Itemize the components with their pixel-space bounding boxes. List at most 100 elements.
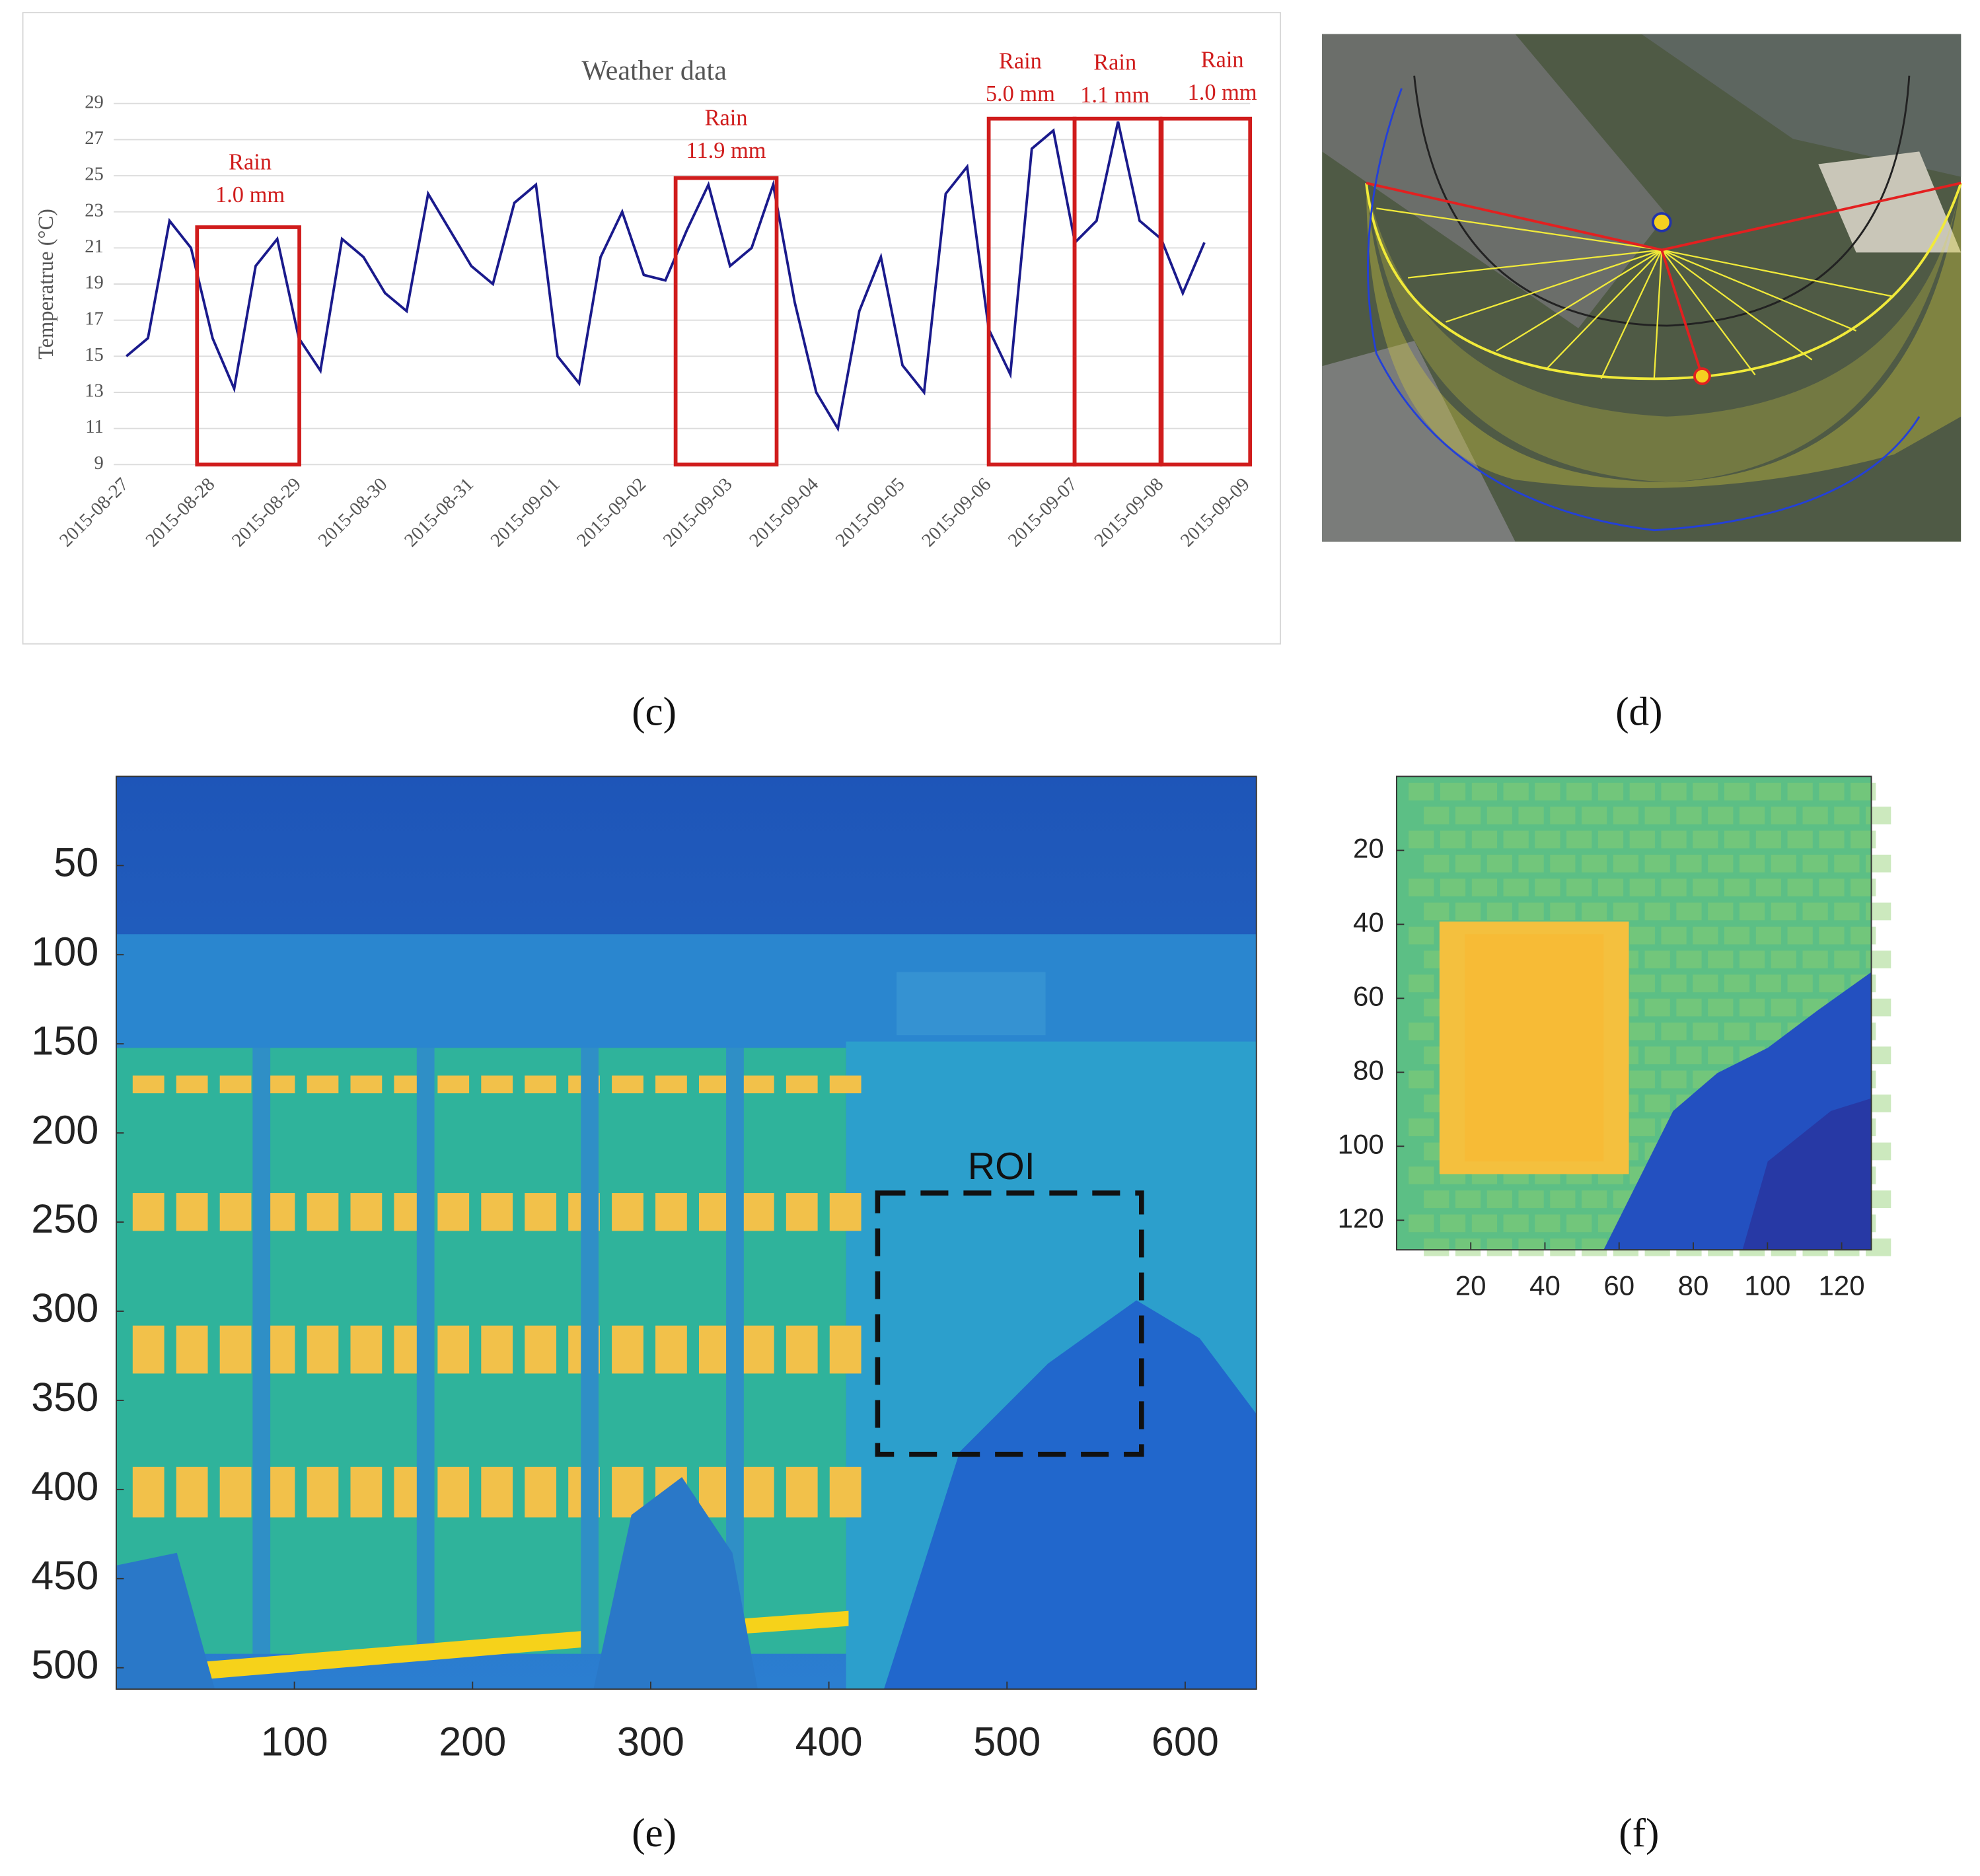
thermal-image — [116, 776, 1257, 1690]
brick — [1771, 807, 1796, 824]
window — [481, 1193, 513, 1231]
brick — [1724, 1023, 1750, 1040]
brick — [1693, 782, 1718, 801]
window — [742, 1193, 774, 1231]
chart-title: Weather data — [581, 55, 727, 86]
y-tick-label: 250 — [31, 1196, 98, 1241]
brick — [1819, 782, 1845, 801]
panel-label: (c) — [632, 690, 677, 735]
brick — [1708, 998, 1734, 1017]
brick — [1582, 1238, 1607, 1256]
plot-frame — [1395, 776, 1872, 1251]
brick — [1409, 830, 1434, 849]
rain-label: Rain — [1093, 50, 1136, 75]
window — [698, 1466, 731, 1518]
window — [525, 1325, 557, 1374]
brick — [1550, 902, 1576, 921]
brick — [1834, 854, 1860, 873]
y-tick-label: 80 — [1353, 1054, 1384, 1085]
brick — [1644, 807, 1670, 824]
window — [481, 1325, 513, 1374]
brick — [1693, 974, 1718, 993]
brick — [1582, 807, 1607, 824]
brick — [1693, 879, 1718, 896]
thermal-image — [1396, 776, 1891, 1256]
rain-label: Rain — [999, 48, 1042, 73]
brick — [1409, 1118, 1434, 1137]
brick — [1644, 998, 1670, 1017]
brick — [1644, 951, 1670, 968]
brick — [1629, 1070, 1655, 1089]
y-tick-label: 9 — [94, 452, 104, 474]
brick — [1471, 1214, 1497, 1233]
y-tick-label: 15 — [85, 344, 104, 365]
brick — [1771, 998, 1796, 1017]
brick — [1518, 902, 1544, 921]
brick — [1566, 1214, 1592, 1233]
y-tick-label: 27 — [85, 127, 104, 149]
x-tick-label: 20 — [1455, 1270, 1486, 1301]
brick — [1739, 854, 1765, 873]
brick — [1724, 879, 1750, 896]
x-tick-label: 100 — [261, 1719, 328, 1764]
brick — [1550, 807, 1576, 824]
brick — [1440, 782, 1466, 801]
brick — [1644, 1046, 1670, 1065]
brick — [1629, 974, 1655, 993]
brick — [1440, 830, 1466, 849]
brick — [1693, 830, 1718, 849]
y-axis-label: Temperatrue (°C) — [34, 209, 58, 359]
brick — [1424, 902, 1449, 921]
y-tick-label: 350 — [31, 1375, 98, 1420]
brick — [1802, 951, 1828, 968]
x-tick-label: 60 — [1603, 1270, 1634, 1301]
brick — [1676, 998, 1702, 1017]
y-tick-label: 20 — [1353, 832, 1384, 863]
brick — [1409, 1166, 1434, 1184]
y-tick-label: 21 — [85, 236, 104, 257]
window — [742, 1325, 774, 1374]
brick — [1535, 879, 1560, 896]
brick — [1676, 902, 1702, 921]
y-tick-label: 150 — [31, 1018, 98, 1063]
brick — [1550, 1190, 1576, 1208]
x-tick-label: 120 — [1819, 1270, 1865, 1301]
brick — [1802, 902, 1828, 921]
brick — [1455, 902, 1481, 921]
y-tick-label: 13 — [85, 380, 104, 402]
brick — [1676, 854, 1702, 873]
brick — [1471, 782, 1497, 801]
brick — [1503, 879, 1529, 896]
brick — [1851, 879, 1876, 896]
window — [612, 1193, 643, 1231]
brick — [1518, 1190, 1544, 1208]
window — [786, 1193, 818, 1231]
x-tick-label: 100 — [1744, 1270, 1790, 1301]
rain-label: Rain — [705, 105, 748, 130]
brick — [1739, 951, 1765, 968]
brick — [1503, 782, 1529, 801]
window — [655, 1193, 687, 1231]
brick — [1661, 830, 1687, 849]
window — [742, 1075, 774, 1094]
brick — [1755, 879, 1781, 896]
brick — [1661, 926, 1687, 945]
heat-strip — [176, 1631, 581, 1682]
brick — [1661, 1070, 1687, 1089]
pillar — [581, 1048, 599, 1654]
window — [481, 1075, 513, 1094]
brick — [1566, 782, 1592, 801]
window — [176, 1466, 208, 1518]
window — [132, 1325, 165, 1374]
brick — [1455, 1190, 1481, 1208]
brick — [1787, 782, 1813, 801]
brick — [1708, 951, 1734, 968]
brick — [1518, 807, 1544, 824]
brick — [1629, 926, 1655, 945]
y-tick-label: 40 — [1353, 906, 1384, 937]
y-tick-label: 400 — [31, 1464, 98, 1509]
brick — [1834, 902, 1860, 921]
panel-label: (d) — [1615, 690, 1662, 735]
brick — [1819, 879, 1845, 896]
brick — [1851, 926, 1876, 945]
